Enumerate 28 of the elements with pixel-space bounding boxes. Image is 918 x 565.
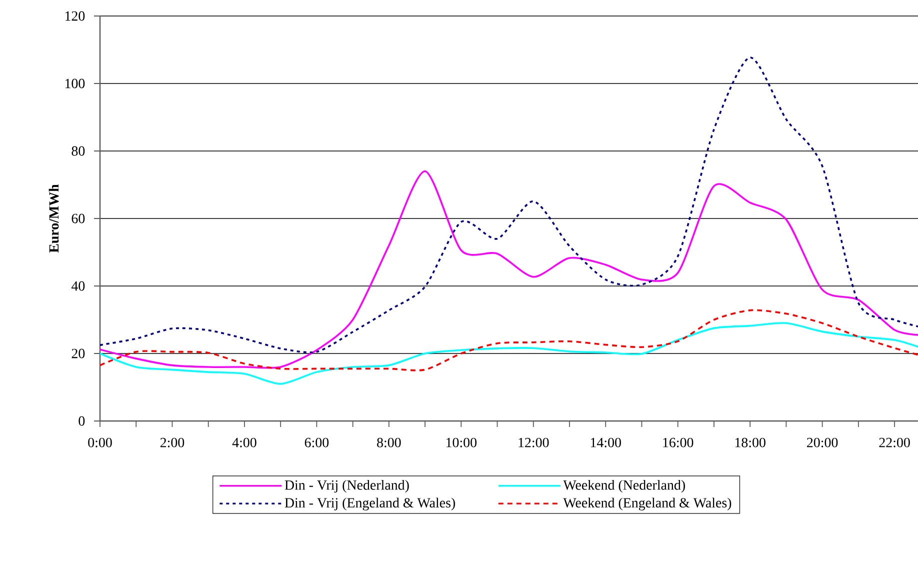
y-tick-label: 60 — [72, 214, 85, 224]
y-tick-label: 80 — [72, 146, 85, 156]
line-series — [100, 322, 918, 385]
line-series — [100, 56, 918, 354]
x-tick-label: 0:00 — [88, 438, 112, 448]
x-tick-label: 16:00 — [663, 438, 694, 448]
x-tick-label: 8:00 — [377, 438, 401, 448]
y-tick-label: 0 — [78, 416, 85, 426]
y-tick-label: 120 — [65, 11, 85, 21]
x-tick-label: 14:00 — [590, 438, 621, 448]
y-tick-label: 40 — [71, 281, 85, 291]
x-tick-label: 18:00 — [735, 438, 766, 448]
line-series — [100, 309, 918, 372]
x-tick-label: 2:00 — [160, 438, 184, 448]
legend-label: Din - Vrij (Engeland & Wales) — [284, 498, 456, 510]
y-axis-title: Euro/MWh — [48, 184, 59, 253]
y-tick-label: 100 — [65, 78, 85, 88]
x-tick-label: 22:00 — [879, 438, 910, 448]
y-tick-label: 20 — [72, 348, 85, 358]
x-tick-label: 4:00 — [232, 438, 256, 448]
legend-label: Weekend (Engeland & Wales) — [563, 498, 732, 510]
x-tick-label: 10:00 — [446, 438, 477, 448]
x-tick-label: 12:00 — [518, 438, 549, 448]
line-series — [100, 170, 918, 369]
x-tick-label: 20:00 — [807, 438, 838, 448]
legend-label: Din - Vrij (Nederland) — [284, 480, 409, 493]
legend-label: Weekend (Nederland) — [563, 480, 685, 493]
x-tick-label: 6:00 — [304, 438, 329, 448]
